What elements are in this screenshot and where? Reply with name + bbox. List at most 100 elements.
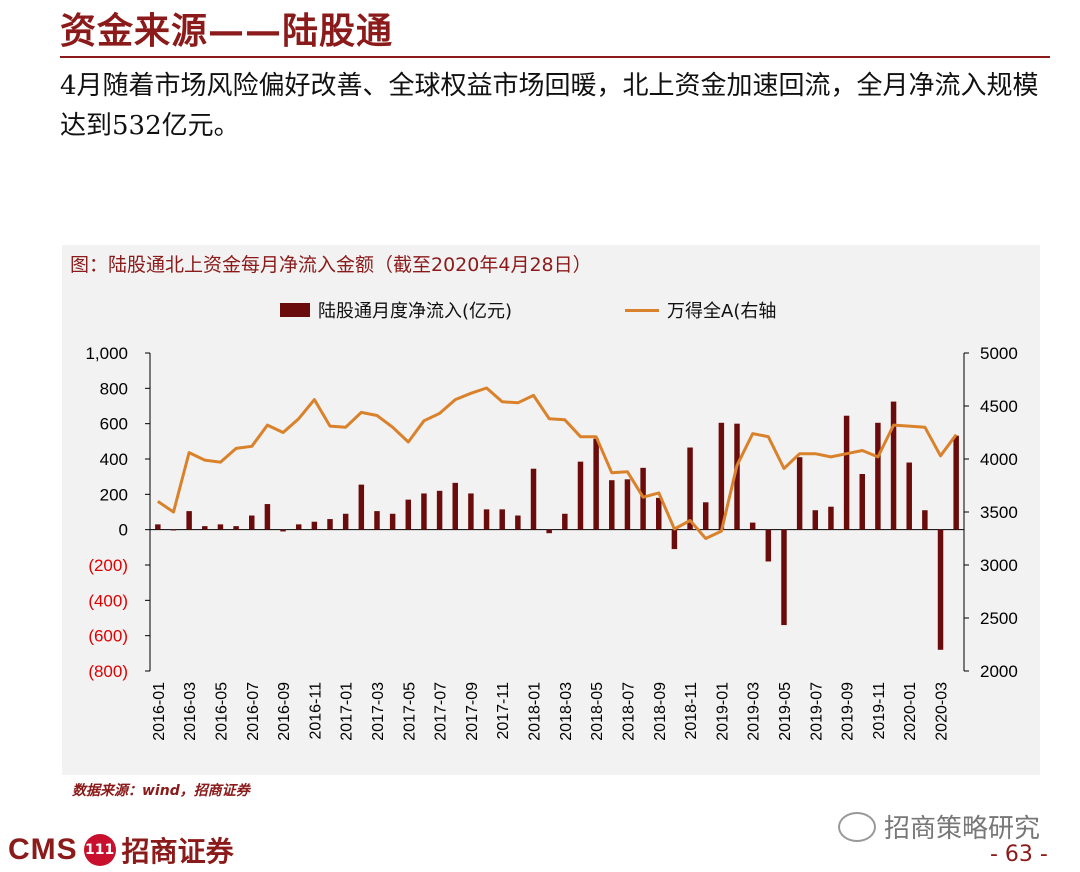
bar bbox=[233, 526, 239, 530]
bar bbox=[421, 493, 427, 530]
bar bbox=[546, 529, 552, 534]
x-tick-label: 2016-09 bbox=[276, 682, 293, 741]
bar bbox=[264, 504, 271, 530]
bar bbox=[749, 522, 756, 530]
bar bbox=[280, 529, 286, 532]
x-tick-label: 2019-05 bbox=[777, 682, 794, 741]
y-right-tick-label: 2000 bbox=[980, 662, 1018, 681]
x-tick-label: 2016-11 bbox=[307, 682, 324, 740]
chart-title: 图：陆股通北上资金每月净流入金额（截至2020年4月28日） bbox=[70, 254, 592, 276]
bar bbox=[656, 497, 662, 530]
watermark: 招商策略研究 bbox=[838, 808, 1040, 845]
bar bbox=[640, 467, 646, 530]
bar bbox=[922, 510, 928, 530]
bar bbox=[530, 468, 537, 530]
bar bbox=[609, 480, 615, 530]
bar bbox=[718, 422, 725, 530]
bar bbox=[906, 462, 912, 530]
wechat-icon bbox=[838, 811, 876, 842]
y-right-tick-label: 4000 bbox=[980, 450, 1018, 469]
x-tick-label: 2018-01 bbox=[527, 682, 544, 741]
bar bbox=[765, 529, 772, 562]
x-tick-label: 2017-09 bbox=[464, 682, 481, 741]
bar bbox=[515, 515, 521, 530]
page-subtitle: 4月随着市场风险偏好改善、全球权益市场回暖，北上资金加速回流，全月净流入规模达到… bbox=[60, 71, 1039, 141]
y-left-tick-label: 0 bbox=[119, 521, 128, 540]
x-tick-label: 2017-01 bbox=[339, 682, 356, 741]
bar bbox=[828, 506, 834, 530]
y-left-tick-label: (400) bbox=[88, 591, 128, 610]
company-logo: CMS 111 招商证券 bbox=[8, 830, 234, 870]
bar bbox=[483, 509, 490, 530]
bar bbox=[953, 435, 959, 530]
bar bbox=[499, 509, 505, 530]
bar bbox=[311, 521, 318, 530]
bar bbox=[843, 415, 850, 530]
logo-badge-icon: 111 bbox=[83, 834, 116, 866]
bar bbox=[624, 479, 631, 530]
x-tick-label: 2019-01 bbox=[714, 682, 731, 741]
bar bbox=[358, 484, 365, 530]
bar bbox=[389, 513, 396, 530]
bar bbox=[671, 529, 678, 550]
x-tick-label: 2017-07 bbox=[433, 682, 450, 741]
y-left-tick-label: (800) bbox=[88, 662, 128, 681]
x-tick-label: 2019-03 bbox=[746, 682, 763, 741]
bar bbox=[217, 524, 224, 530]
x-tick-label: 2018-09 bbox=[652, 682, 669, 741]
y-left-tick-label: (200) bbox=[88, 556, 128, 575]
x-tick-label: 2017-11 bbox=[495, 682, 512, 740]
bar bbox=[468, 493, 474, 530]
title-divider bbox=[60, 56, 1050, 58]
legend-bar-label: 陆股通月度净流入(亿元) bbox=[318, 301, 513, 322]
y-left-tick-label: (600) bbox=[88, 627, 128, 646]
logo-cms-text: CMS bbox=[8, 833, 78, 866]
logo-cn-text: 招商证券 bbox=[121, 835, 234, 868]
x-tick-label: 2016-03 bbox=[182, 682, 199, 741]
bar bbox=[155, 524, 161, 530]
y-left-tick-label: 800 bbox=[100, 379, 128, 398]
bar bbox=[593, 438, 599, 530]
x-tick-label: 2017-05 bbox=[401, 682, 418, 741]
bar bbox=[859, 474, 865, 530]
legend-bar-swatch bbox=[280, 303, 310, 317]
x-tick-label: 2018-07 bbox=[620, 682, 637, 741]
bar bbox=[577, 461, 584, 530]
y-right-tick-label: 3000 bbox=[980, 556, 1018, 575]
bar bbox=[170, 529, 177, 531]
x-tick-label: 2020-03 bbox=[934, 682, 951, 741]
bar bbox=[186, 511, 192, 530]
y-left-tick-label: 200 bbox=[100, 485, 128, 504]
bar bbox=[405, 499, 412, 530]
y-right-tick-label: 5000 bbox=[980, 344, 1018, 363]
bar bbox=[937, 529, 944, 650]
source-note: 数据来源：wind，招商证券 bbox=[72, 783, 250, 799]
legend-item-bar: 陆股通月度净流入(亿元) bbox=[280, 297, 512, 323]
x-tick-label: 2019-11 bbox=[871, 682, 888, 740]
bar bbox=[562, 513, 568, 530]
legend-line-swatch bbox=[625, 308, 659, 312]
x-tick-label: 2016-07 bbox=[245, 682, 262, 741]
x-tick-label: 2018-03 bbox=[558, 682, 575, 741]
line-series-wind-a bbox=[156, 386, 958, 540]
x-tick-label: 2016-01 bbox=[151, 682, 168, 741]
bar bbox=[249, 515, 255, 530]
bar bbox=[342, 513, 349, 530]
x-tick-label: 2016-05 bbox=[213, 682, 230, 741]
bar bbox=[702, 502, 709, 530]
bar bbox=[452, 482, 458, 530]
x-tick-label: 2017-03 bbox=[370, 682, 387, 741]
bar bbox=[875, 422, 881, 530]
bar bbox=[202, 526, 208, 530]
legend-item-line: 万得全A(右轴 bbox=[625, 297, 776, 323]
bar bbox=[687, 447, 693, 530]
bar bbox=[890, 401, 897, 530]
legend-line-label: 万得全A(右轴 bbox=[667, 301, 777, 322]
y-right-tick-label: 4500 bbox=[980, 397, 1018, 416]
bar bbox=[812, 510, 819, 530]
y-left-tick-label: 1,000 bbox=[85, 344, 128, 363]
bar bbox=[374, 511, 380, 530]
y-right-tick-label: 2500 bbox=[980, 609, 1018, 628]
page-number: - 63 - bbox=[990, 842, 1048, 867]
